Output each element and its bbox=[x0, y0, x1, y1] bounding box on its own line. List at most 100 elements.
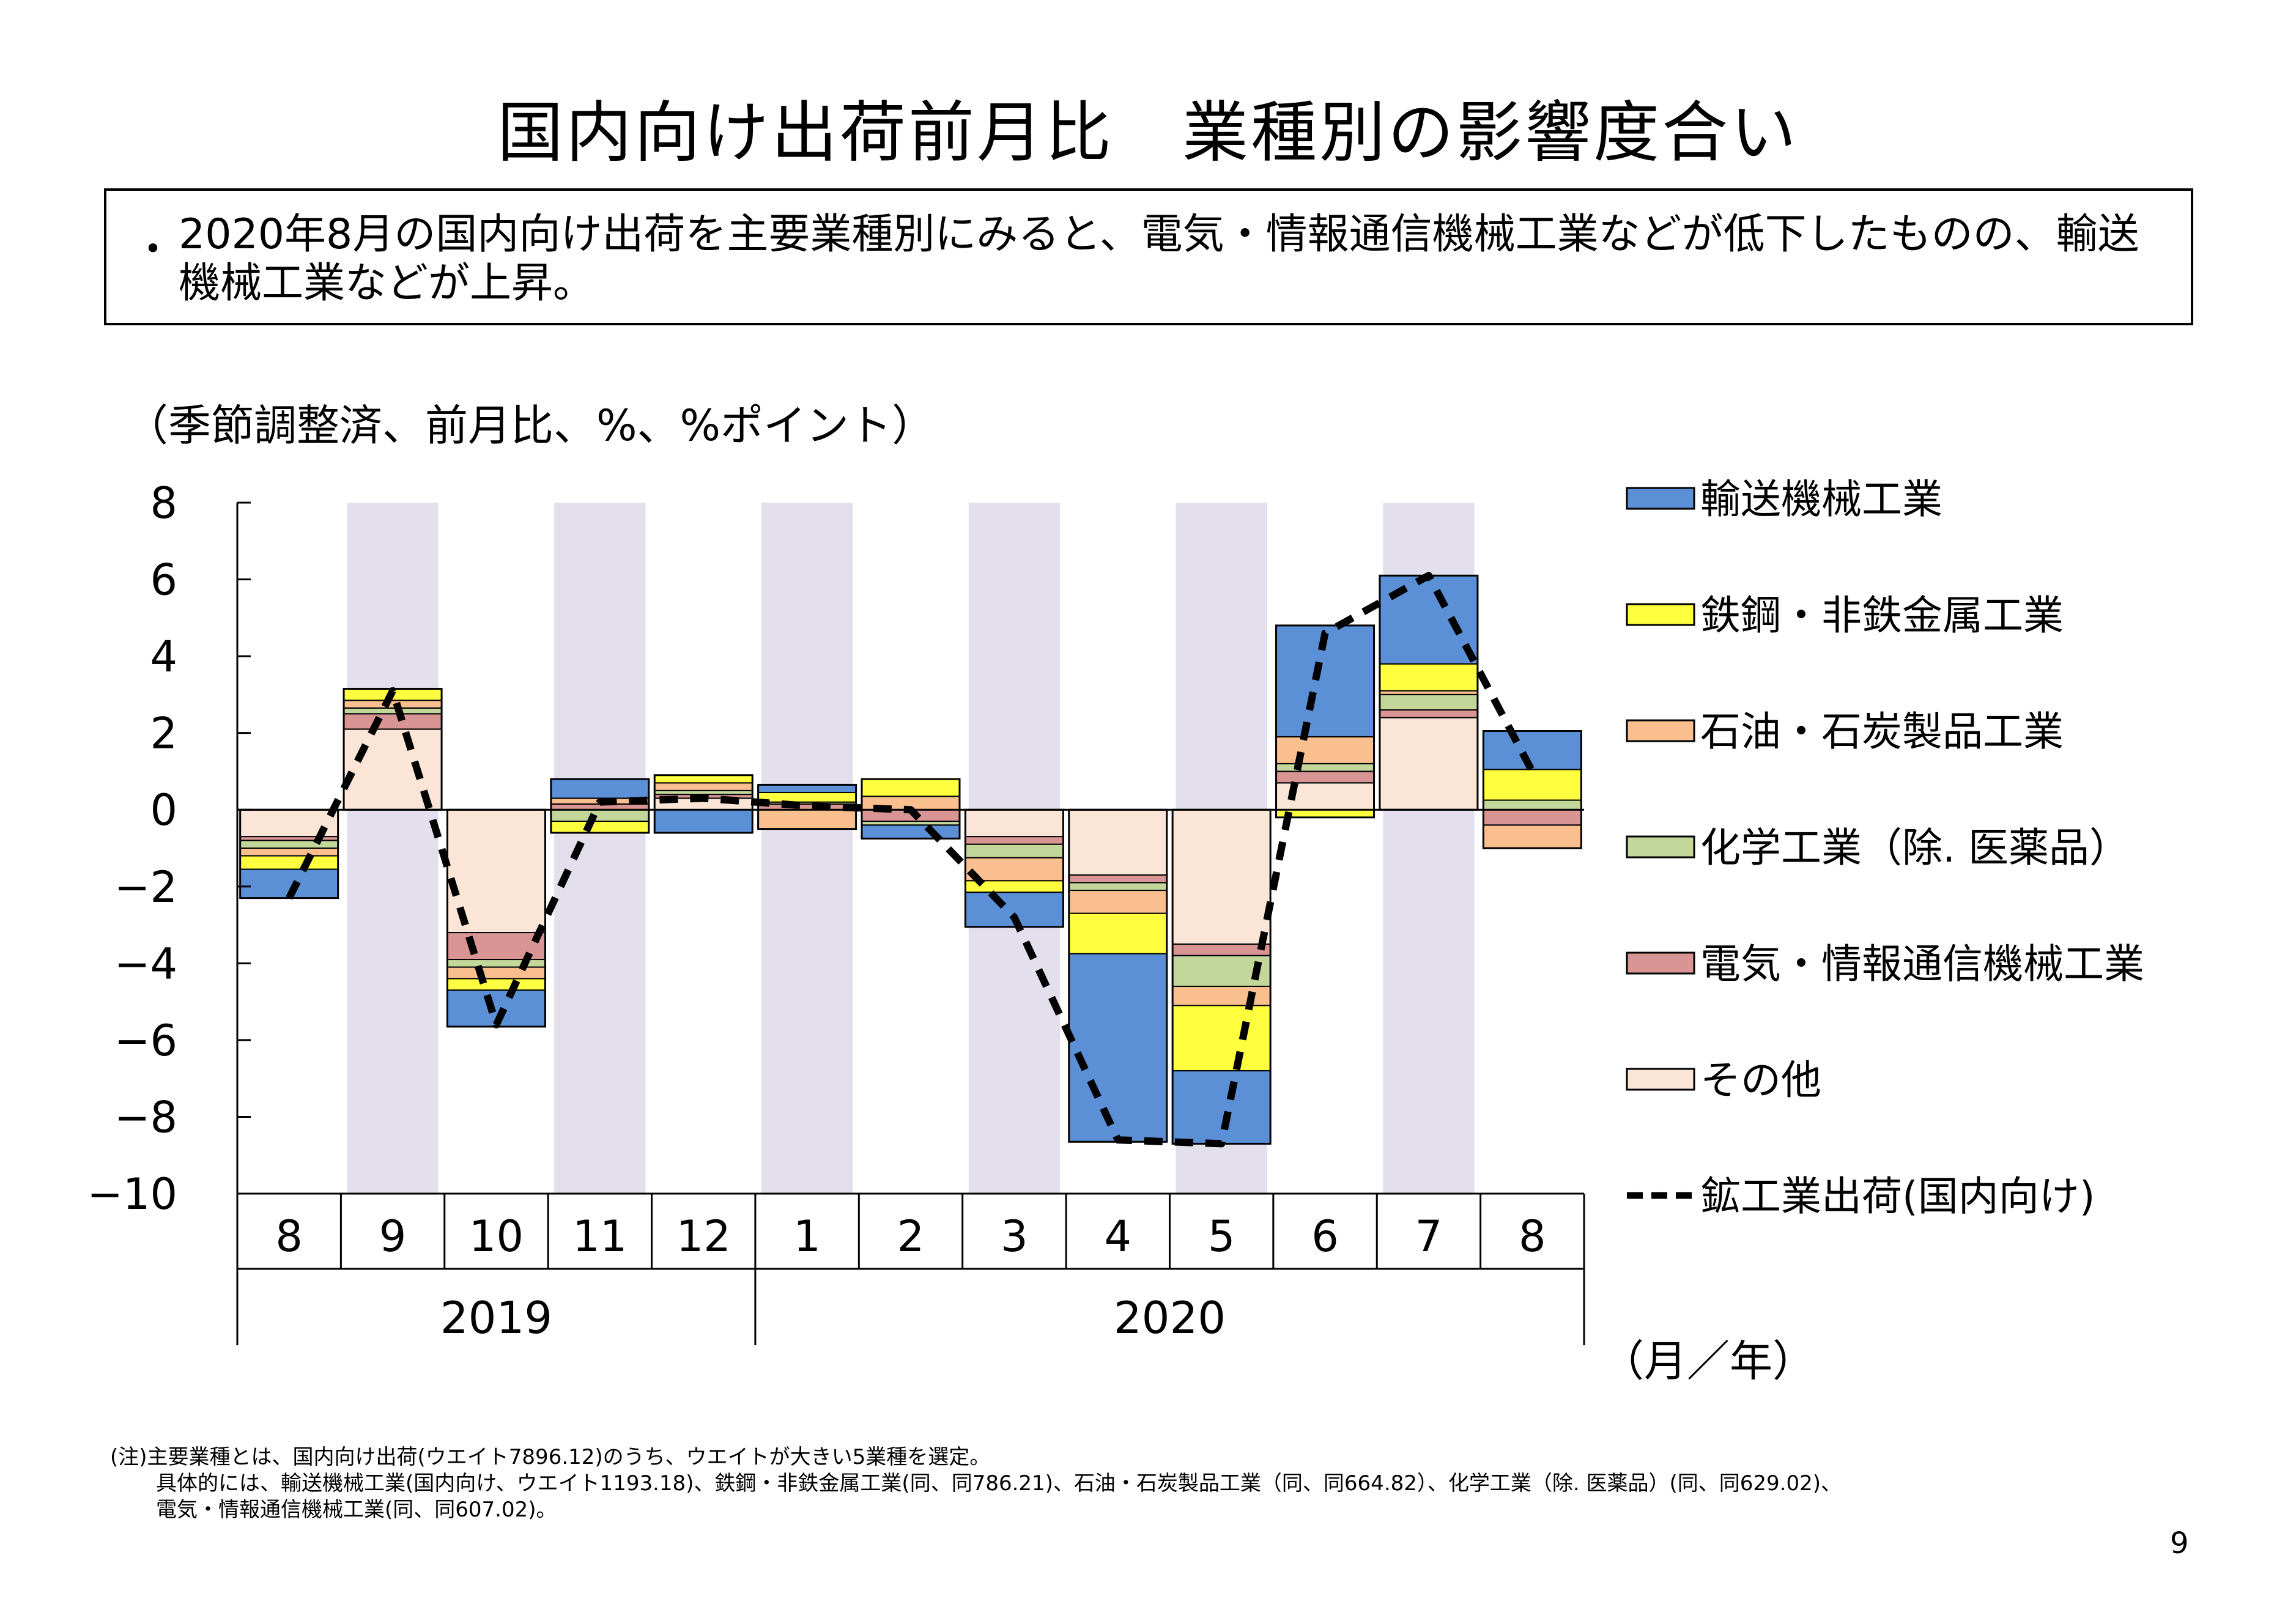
y-tick-label: 6 bbox=[150, 555, 177, 605]
bar-segment bbox=[1172, 1070, 1272, 1145]
bar-segment bbox=[757, 791, 857, 803]
y-tick-label: −8 bbox=[114, 1092, 177, 1142]
bar-segment bbox=[965, 857, 1064, 882]
bar-segment bbox=[1068, 953, 1168, 1143]
chart-unit-label: （季節調整済、前月比、%、%ポイント） bbox=[125, 401, 935, 451]
bar-outline bbox=[550, 778, 650, 834]
bar-segment bbox=[239, 840, 339, 849]
bar-segment bbox=[757, 809, 857, 830]
summary-bullet: ・ bbox=[132, 226, 174, 274]
bar-segment bbox=[861, 824, 960, 840]
x-axis-unit-label: （月／年） bbox=[1601, 1336, 1815, 1386]
bar-segment bbox=[1379, 717, 1478, 811]
note-line-3: 電気・情報通信機械工業(同、同607.02)。 bbox=[156, 1498, 557, 1522]
summary-text: 2020年8月の国内向け出荷を主要業種別にみると、電気・情報通信機械工業などが低… bbox=[179, 210, 2139, 308]
bar-segment bbox=[1172, 809, 1272, 945]
y-tick-label: −10 bbox=[87, 1169, 177, 1219]
shaded-band bbox=[347, 503, 439, 1194]
page-number: 9 bbox=[2170, 1526, 2189, 1561]
bar-outline bbox=[1275, 624, 1376, 819]
bar-segment bbox=[1068, 809, 1168, 876]
y-tick-label: −6 bbox=[114, 1016, 177, 1066]
bar-segment bbox=[861, 778, 960, 797]
bar-segment bbox=[1172, 943, 1272, 956]
bar-segment bbox=[1275, 736, 1375, 764]
bar-outline bbox=[1482, 730, 1582, 849]
bar-segment bbox=[654, 809, 754, 833]
bar-segment bbox=[343, 707, 443, 715]
legend-label: 石油・石炭製品工業 bbox=[1700, 708, 2064, 755]
bar-segment bbox=[446, 966, 546, 980]
summary-box: ・ 2020年8月の国内向け出荷を主要業種別にみると、電気・情報通信機械工業など… bbox=[104, 188, 2193, 325]
bar-segment bbox=[965, 843, 1064, 859]
legend-label: その他 bbox=[1700, 1057, 1821, 1104]
bar-segment bbox=[1068, 882, 1168, 892]
x-tick-label: 3 bbox=[1001, 1211, 1028, 1262]
bar-segment bbox=[965, 836, 1064, 845]
total-shipments-line bbox=[286, 572, 1536, 1148]
bar-segment bbox=[446, 978, 546, 991]
shaded-band bbox=[761, 503, 853, 1194]
bar-segment bbox=[1483, 799, 1582, 811]
x-tick-label: 10 bbox=[469, 1211, 524, 1262]
legend-swatch bbox=[1626, 487, 1695, 510]
legend-swatch bbox=[1626, 835, 1695, 859]
year-label: 2019 bbox=[440, 1292, 552, 1343]
bar-segment bbox=[757, 784, 857, 793]
bar-segment bbox=[1275, 770, 1375, 784]
bar-segment bbox=[1379, 663, 1478, 692]
bar-segment bbox=[1379, 709, 1478, 718]
bar-segment bbox=[1172, 1005, 1272, 1072]
x-tick-label: 2 bbox=[897, 1211, 925, 1262]
bar-segment bbox=[1483, 730, 1582, 770]
bar-segment bbox=[1483, 809, 1582, 826]
bar-segment bbox=[550, 809, 650, 822]
bar-segment bbox=[654, 774, 754, 784]
bar-segment bbox=[343, 700, 443, 709]
x-tick-label: 4 bbox=[1104, 1211, 1131, 1262]
y-tick-label: 4 bbox=[150, 632, 177, 682]
y-tick-label: −4 bbox=[114, 939, 177, 989]
bar-segment bbox=[343, 713, 443, 730]
x-tick-label: 12 bbox=[676, 1211, 731, 1262]
x-tick-label: 9 bbox=[379, 1211, 407, 1262]
bar-segment bbox=[654, 782, 754, 791]
legend-label: 電気・情報通信機械工業 bbox=[1700, 940, 2144, 988]
bar-segment bbox=[1275, 763, 1375, 772]
bar-outline bbox=[861, 778, 961, 840]
bar-segment bbox=[1172, 986, 1272, 1007]
bar-segment bbox=[965, 809, 1064, 838]
y-tick-label: 2 bbox=[150, 709, 177, 759]
legend-label: 化学工業（除. 医薬品） bbox=[1700, 824, 2130, 871]
x-tick-label: 7 bbox=[1415, 1211, 1443, 1262]
page-title: 国内向け出荷前月比 業種別の影響度合い bbox=[497, 95, 1799, 171]
legend-swatch bbox=[1626, 603, 1695, 626]
bar-segment bbox=[446, 959, 546, 968]
y-tick-label: −2 bbox=[114, 862, 177, 912]
bar-segment bbox=[1483, 769, 1582, 801]
legend-swatch bbox=[1626, 951, 1695, 975]
x-tick-label: 8 bbox=[1519, 1211, 1546, 1262]
legend-label: 鉱工業出荷(国内向け) bbox=[1700, 1173, 2095, 1220]
note-line-1: (注)主要業種とは、国内向け出荷(ウエイト7896.12)のうち、ウエイトが大き… bbox=[110, 1445, 991, 1469]
bar-segment bbox=[239, 848, 339, 857]
year-label: 2020 bbox=[1114, 1292, 1226, 1343]
shaded-band bbox=[554, 503, 646, 1194]
bar-segment bbox=[1068, 890, 1168, 914]
legend-label: 鉄鋼・非鉄金属工業 bbox=[1700, 592, 2064, 639]
bar-segment bbox=[550, 821, 650, 833]
x-tick-label: 8 bbox=[275, 1211, 303, 1262]
bar-segment bbox=[1379, 693, 1478, 711]
x-tick-label: 1 bbox=[793, 1211, 821, 1262]
y-tick-label: 0 bbox=[150, 785, 177, 835]
bar-segment bbox=[1068, 912, 1168, 955]
y-tick-label: 8 bbox=[150, 478, 177, 528]
bar-segment bbox=[1483, 824, 1582, 849]
x-tick-label: 6 bbox=[1311, 1211, 1339, 1262]
bar-segment bbox=[239, 855, 339, 870]
note-line-2: 具体的には、輸送機械工業(国内向け、ウエイト1193.18)、鉄鋼・非鉄金属工業… bbox=[156, 1471, 1842, 1496]
legend-swatch bbox=[1626, 1068, 1695, 1091]
x-tick-label: 5 bbox=[1208, 1211, 1235, 1262]
bar-segment bbox=[1379, 575, 1478, 665]
